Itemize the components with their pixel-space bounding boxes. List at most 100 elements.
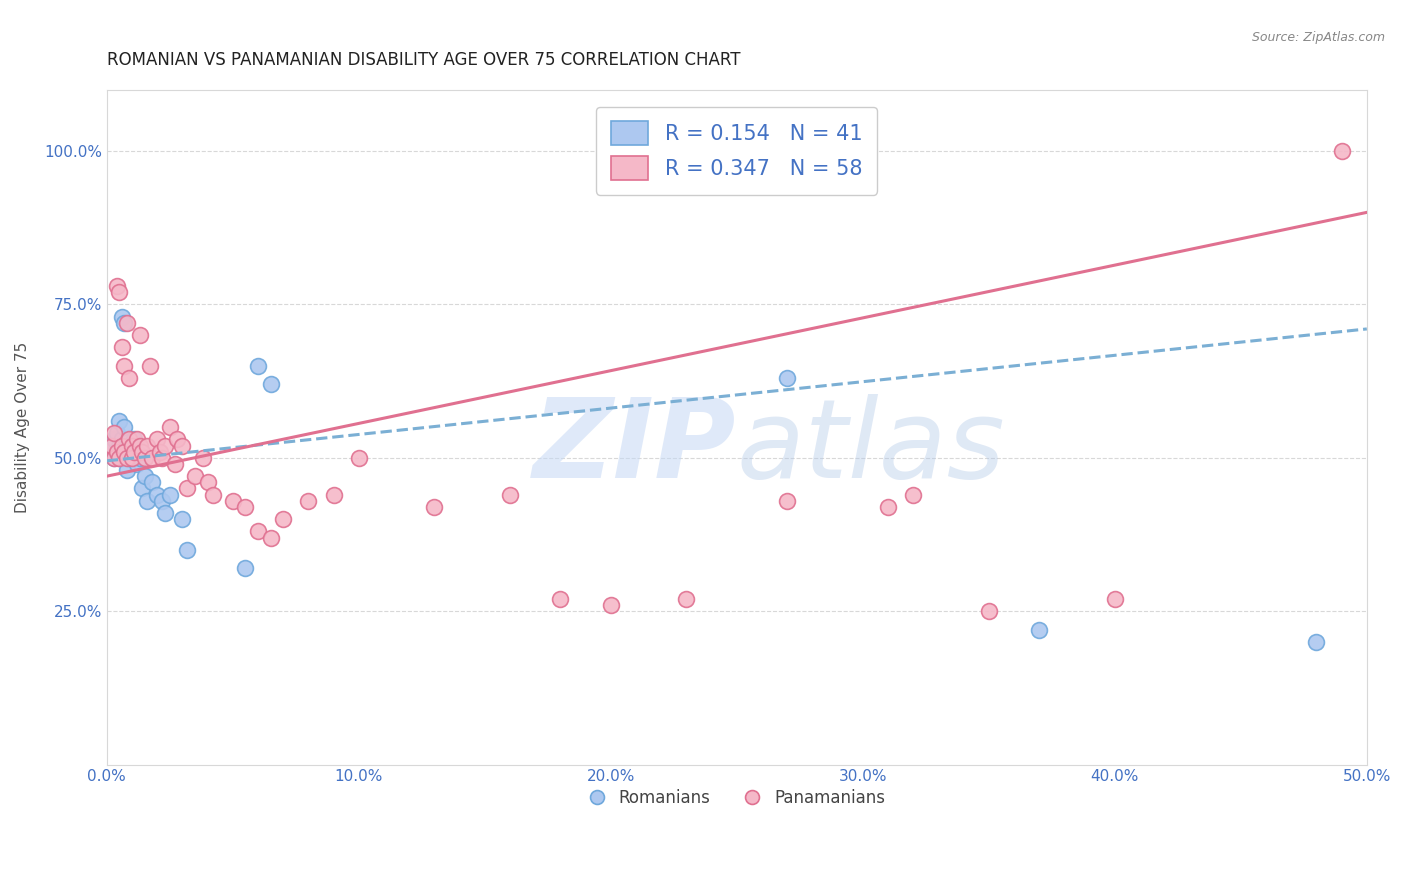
Point xyxy=(176,482,198,496)
Point xyxy=(877,500,900,514)
Point xyxy=(108,450,131,465)
Point xyxy=(184,469,207,483)
Point xyxy=(172,512,194,526)
Point xyxy=(103,450,125,465)
Point xyxy=(153,438,176,452)
Y-axis label: Disability Age Over 75: Disability Age Over 75 xyxy=(15,342,30,513)
Point xyxy=(118,450,141,465)
Point xyxy=(1104,591,1126,606)
Point xyxy=(776,371,799,385)
Point xyxy=(105,444,128,458)
Point xyxy=(105,279,128,293)
Point xyxy=(322,487,344,501)
Point xyxy=(150,493,173,508)
Point xyxy=(271,512,294,526)
Point xyxy=(675,591,697,606)
Point xyxy=(149,444,172,458)
Point xyxy=(101,438,124,452)
Point xyxy=(235,561,257,575)
Point xyxy=(776,493,799,508)
Point xyxy=(259,531,281,545)
Point xyxy=(105,426,128,441)
Point xyxy=(347,450,370,465)
Point xyxy=(115,316,138,330)
Point xyxy=(115,463,138,477)
Point xyxy=(128,450,150,465)
Point xyxy=(172,438,194,452)
Point xyxy=(121,438,143,452)
Text: ZIP: ZIP xyxy=(533,394,737,500)
Point xyxy=(134,469,156,483)
Point xyxy=(125,444,148,458)
Point xyxy=(141,450,163,465)
Point xyxy=(118,433,141,447)
Point xyxy=(131,444,153,458)
Point xyxy=(101,438,124,452)
Point xyxy=(111,310,134,324)
Point xyxy=(297,493,319,508)
Point xyxy=(108,450,131,465)
Point xyxy=(1330,144,1353,158)
Point xyxy=(176,542,198,557)
Point xyxy=(111,450,134,465)
Point xyxy=(121,450,143,465)
Legend: Romanians, Panamanians: Romanians, Panamanians xyxy=(582,782,891,814)
Point xyxy=(108,285,131,299)
Text: atlas: atlas xyxy=(737,394,1005,500)
Point xyxy=(222,493,245,508)
Point xyxy=(599,598,621,612)
Point xyxy=(201,487,224,501)
Point xyxy=(124,444,146,458)
Point xyxy=(125,433,148,447)
Point xyxy=(153,506,176,520)
Point xyxy=(112,316,135,330)
Text: ROMANIAN VS PANAMANIAN DISABILITY AGE OVER 75 CORRELATION CHART: ROMANIAN VS PANAMANIAN DISABILITY AGE OV… xyxy=(107,51,740,69)
Point xyxy=(111,340,134,354)
Point xyxy=(191,450,214,465)
Point xyxy=(235,500,257,514)
Point xyxy=(121,450,143,465)
Point xyxy=(159,487,181,501)
Point xyxy=(108,414,131,428)
Point xyxy=(166,433,188,447)
Point xyxy=(159,420,181,434)
Point xyxy=(197,475,219,490)
Point xyxy=(499,487,522,501)
Point xyxy=(112,444,135,458)
Point xyxy=(246,359,269,373)
Point xyxy=(115,450,138,465)
Point xyxy=(131,482,153,496)
Point xyxy=(121,438,143,452)
Point xyxy=(901,487,924,501)
Point xyxy=(163,457,186,471)
Point xyxy=(136,493,159,508)
Point xyxy=(150,450,173,465)
Point xyxy=(125,457,148,471)
Point xyxy=(103,426,125,441)
Point xyxy=(128,438,150,452)
Point xyxy=(103,450,125,465)
Point xyxy=(112,359,135,373)
Point xyxy=(118,371,141,385)
Point xyxy=(423,500,446,514)
Text: Source: ZipAtlas.com: Source: ZipAtlas.com xyxy=(1251,31,1385,45)
Point xyxy=(550,591,572,606)
Point xyxy=(1028,623,1050,637)
Point xyxy=(141,475,163,490)
Point xyxy=(111,433,134,447)
Point xyxy=(1305,635,1327,649)
Point xyxy=(118,444,141,458)
Point xyxy=(103,433,125,447)
Point xyxy=(977,604,1000,618)
Point xyxy=(105,444,128,458)
Point xyxy=(115,438,138,452)
Point xyxy=(128,328,150,343)
Point xyxy=(136,438,159,452)
Point xyxy=(124,433,146,447)
Point xyxy=(112,444,135,458)
Point xyxy=(146,433,169,447)
Point xyxy=(134,450,156,465)
Point xyxy=(259,377,281,392)
Point xyxy=(115,450,138,465)
Point xyxy=(112,420,135,434)
